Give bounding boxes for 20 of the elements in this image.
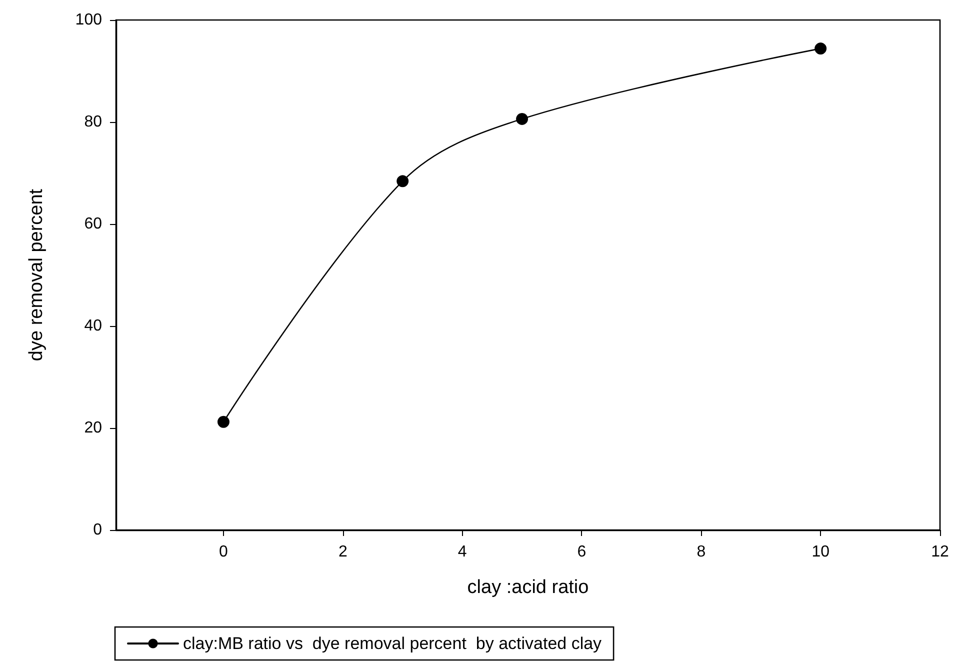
y-tick-label: 60 xyxy=(84,216,102,232)
x-axis-title: clay :acid ratio xyxy=(467,577,589,598)
y-tick-label: 80 xyxy=(84,114,102,130)
x-tick-label: 10 xyxy=(812,544,830,560)
point xyxy=(814,42,827,55)
y-tick-label: 40 xyxy=(84,318,102,334)
legend-label: clay:MB ratio vs dye removal percent by activated clay xyxy=(183,634,602,653)
x-tick-label: 6 xyxy=(577,544,586,560)
x-tick-label: 0 xyxy=(219,544,228,560)
x-tick-label: 2 xyxy=(338,544,348,560)
point xyxy=(217,416,230,428)
x-tick-label: 4 xyxy=(458,544,467,560)
y-axis-title: dye removal percent xyxy=(26,188,47,362)
x-tick-label: 12 xyxy=(931,544,949,560)
point xyxy=(516,112,528,125)
x-tick-label: 8 xyxy=(696,544,706,560)
y-tick-label: 0 xyxy=(93,522,102,538)
y-tick-label: 20 xyxy=(84,420,102,436)
point xyxy=(396,175,409,188)
y-tick-label: 100 xyxy=(75,12,102,28)
